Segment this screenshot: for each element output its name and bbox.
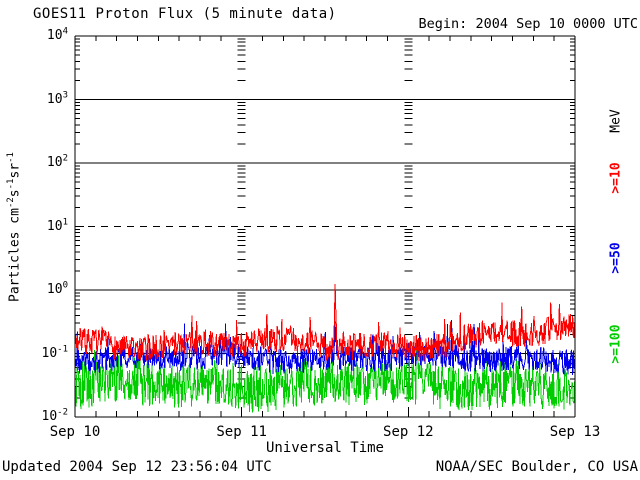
begin-timestamp: Begin: 2004 Sep 10 0000 UTC: [418, 16, 638, 32]
chart-title: GOES11 Proton Flux (5 minute data): [33, 6, 337, 22]
x-tick-label: Sep 10: [49, 424, 101, 440]
y-tick-label: 102: [46, 153, 68, 170]
x-tick-label: Sep 13: [549, 424, 601, 440]
series-line-10mev: [74, 283, 576, 362]
legend-entry-ge10: >=10: [608, 162, 624, 194]
legend-entry-ge50: >=50: [608, 242, 624, 274]
credit-label: NOAA/SEC Boulder, CO USA: [435, 459, 638, 475]
y-tick-label: 100: [46, 280, 68, 297]
legend-unit-label: MeV: [608, 109, 624, 133]
x-tick-label: Sep 12: [383, 424, 434, 440]
y-tick-label: 101: [46, 217, 68, 234]
updated-timestamp: Updated 2004 Sep 12 23:56:04 UTC: [2, 459, 272, 475]
x-axis-title: Universal Time: [265, 440, 384, 456]
legend-entry-ge100: >=100: [608, 324, 624, 364]
x-tick-label: Sep 11: [216, 424, 267, 440]
y-tick-label: 10-1: [41, 344, 69, 361]
y-axis-title: Particles cm-2s-1sr-1: [6, 152, 23, 302]
series-line-100mev: [74, 348, 576, 414]
y-tick-label: 104: [46, 26, 68, 43]
y-tick-label: 103: [46, 90, 68, 107]
y-tick-label: 10-2: [41, 407, 69, 424]
